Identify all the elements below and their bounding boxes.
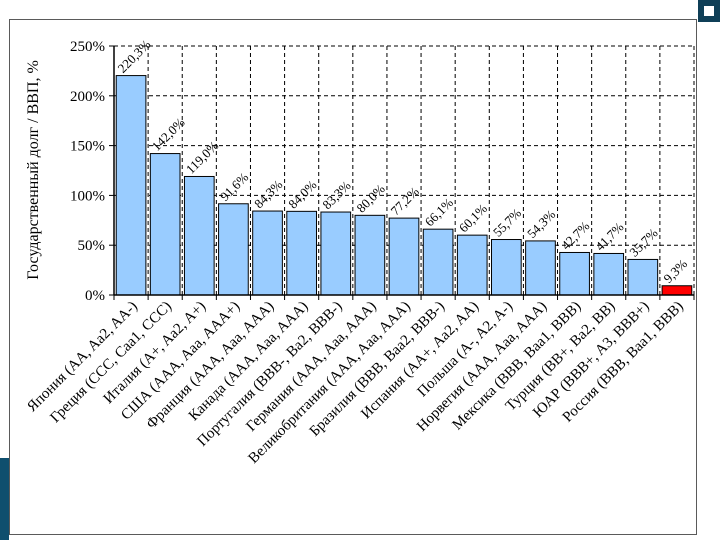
bars [115, 75, 693, 296]
bar [320, 211, 352, 296]
bar [388, 217, 420, 296]
bar [218, 203, 249, 296]
y-tick-label: 250% [70, 39, 105, 55]
y-axis-label: Государственный долг / ВВП, % [25, 60, 42, 280]
y-tick-label: 50% [78, 238, 106, 254]
bar [491, 239, 522, 296]
bar [525, 240, 556, 296]
value-label: 66,1% [422, 195, 456, 229]
bar [593, 252, 625, 296]
bar [422, 228, 454, 296]
value-label: 77,2% [388, 184, 422, 218]
bar [286, 210, 317, 296]
value-label: 54,3% [524, 207, 558, 241]
value-label: 84,0% [285, 177, 319, 211]
value-label: 119,0% [183, 138, 222, 177]
value-label: 55,7% [490, 205, 524, 239]
value-label: 60,1% [456, 201, 490, 235]
bar [354, 214, 386, 296]
side-decoration [0, 458, 9, 540]
value-label: 80,0% [353, 181, 387, 215]
bar [661, 285, 693, 296]
bar [149, 153, 181, 296]
value-label: 9,3% [660, 256, 690, 286]
bar [627, 258, 659, 296]
axes [109, 45, 695, 300]
value-label: 91,6% [217, 169, 251, 203]
bar [183, 175, 215, 296]
bar [252, 210, 283, 296]
y-tick-labels: 0% 50% 100% 150% 200% 250% [70, 39, 105, 304]
bar [456, 234, 488, 296]
corner-decoration [698, 0, 720, 22]
value-label: 35,7% [626, 225, 660, 259]
x-tick-labels: Япония (AA, Aa2, AA-)Греция (CCC, Caa1, … [24, 299, 686, 467]
bar [559, 251, 590, 296]
y-tick-label: 100% [70, 188, 105, 204]
y-tick-label: 0% [85, 288, 105, 304]
y-tick-label: 150% [70, 139, 105, 155]
y-tick-label: 200% [70, 89, 105, 105]
value-label: 41,7% [592, 219, 626, 253]
value-label: 84,3% [251, 177, 285, 211]
bar [115, 75, 147, 296]
value-label: 42,7% [558, 218, 592, 252]
